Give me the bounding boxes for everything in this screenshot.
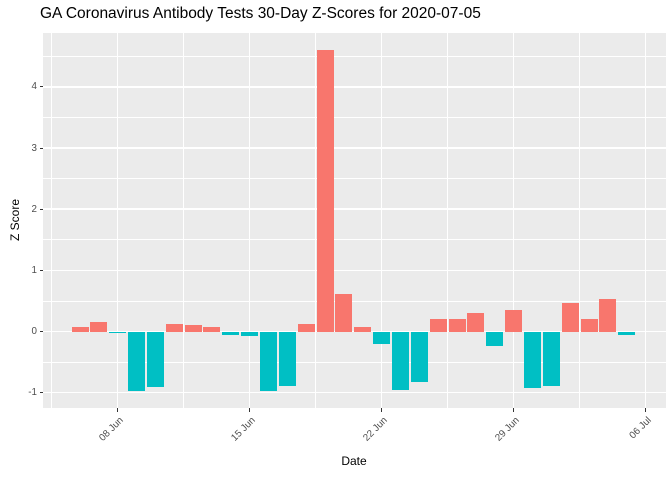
chart-bar <box>618 331 636 335</box>
chart-bar <box>373 331 391 344</box>
gridline-minor-h <box>43 55 666 57</box>
x-tick-label: 29 Jun <box>492 415 522 444</box>
gridline-major-v <box>117 33 119 408</box>
chart-bar <box>241 331 259 337</box>
y-tickmark <box>39 86 43 88</box>
x-tick-label: 06 Jul <box>627 415 654 442</box>
x-tickmark <box>513 408 515 412</box>
x-tickmark <box>381 408 383 412</box>
y-tickmark <box>39 208 43 210</box>
chart-bar <box>109 331 127 333</box>
y-tickmark <box>39 392 43 394</box>
gridline-major-h <box>43 269 666 272</box>
chart-bar <box>184 324 202 332</box>
chart-bar <box>524 331 542 388</box>
gridline-major-h <box>43 330 666 333</box>
chart-bar <box>335 294 353 332</box>
gridline-minor-v <box>51 33 53 408</box>
x-tick-label: 15 Jun <box>228 415 258 444</box>
chart-bar <box>561 302 579 332</box>
gridline-minor-h <box>43 178 666 179</box>
plot-panel <box>43 33 666 408</box>
x-axis-title: Date <box>341 454 367 468</box>
chart-bar <box>71 326 89 332</box>
gridline-major-h <box>43 208 666 210</box>
y-tickmark <box>39 269 43 271</box>
gridline-minor-v <box>315 33 317 408</box>
chart-bar <box>580 318 598 332</box>
chart-bar <box>222 331 240 335</box>
chart-bar <box>429 319 447 332</box>
gridline-major-v <box>249 33 251 408</box>
chart-bar <box>165 323 183 332</box>
chart-bar <box>128 331 146 391</box>
gridline-minor-h <box>43 361 666 363</box>
chart-bar <box>467 312 485 332</box>
y-tick-label: 2 <box>31 203 37 215</box>
gridline-minor-v <box>579 33 581 408</box>
chart-bar <box>392 331 410 390</box>
y-tick-label: 0 <box>31 326 37 338</box>
y-tick-label: 4 <box>31 81 37 93</box>
chart-bar <box>203 327 221 332</box>
gridline-major-h <box>43 147 666 149</box>
gridline-major-v <box>513 33 515 408</box>
chart-bar <box>354 327 372 332</box>
y-tick-label: 3 <box>31 142 37 154</box>
y-tickmark <box>39 331 43 333</box>
chart-bar <box>448 319 466 332</box>
chart-bar <box>599 299 617 332</box>
chart-bar <box>410 331 428 383</box>
x-tickmark <box>117 408 119 412</box>
x-tick-label: 08 Jun <box>96 415 126 444</box>
y-tick-label: 1 <box>31 264 37 276</box>
gridline-minor-v <box>447 33 449 408</box>
y-tick-label: -1 <box>28 387 37 399</box>
chart-bar <box>278 331 296 386</box>
x-tickmark <box>249 408 251 412</box>
x-tickmark <box>645 408 647 412</box>
gridline-major-h <box>43 86 666 88</box>
gridline-major-v <box>381 33 383 408</box>
chart-bar <box>90 322 108 332</box>
chart-page: { "title": "GA Coronavirus Antibody Test… <box>8 5 666 468</box>
chart-bar <box>316 50 334 332</box>
chart-title: GA Coronavirus Antibody Tests 30-Day Z-S… <box>40 5 481 22</box>
gridline-minor-v <box>183 33 185 408</box>
chart-bar <box>146 331 164 387</box>
chart-bar <box>486 331 504 346</box>
gridline-major-v <box>645 33 647 408</box>
gridline-major-h <box>43 392 666 394</box>
gridline-minor-h <box>43 300 666 302</box>
x-tick-label: 22 Jun <box>360 415 390 444</box>
chart-bar <box>542 331 560 386</box>
gridline-minor-h <box>43 117 666 118</box>
chart-bar <box>505 309 523 332</box>
gridline-minor-h <box>43 239 666 241</box>
chart-bar <box>297 323 315 332</box>
chart-bar <box>260 331 278 391</box>
y-tickmark <box>39 147 43 149</box>
